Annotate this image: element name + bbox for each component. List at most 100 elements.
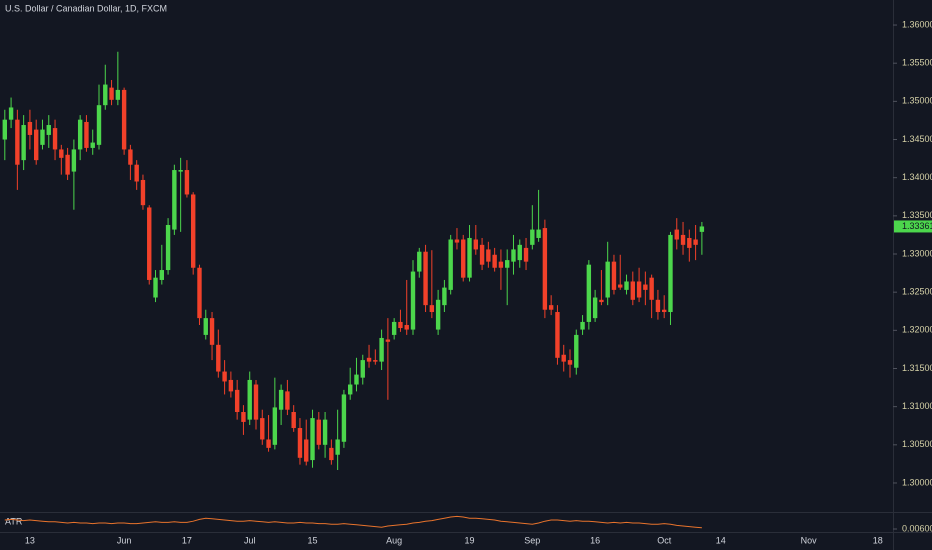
candle-body bbox=[611, 261, 617, 290]
candle-body bbox=[599, 299, 604, 303]
candle-body bbox=[636, 281, 642, 298]
candle-body bbox=[52, 128, 58, 150]
candle-body bbox=[542, 228, 548, 310]
chart-title: U.S. Dollar / Canadian Dollar, 1D, FXCM bbox=[5, 3, 167, 13]
candle-body bbox=[2, 119, 7, 140]
candle-body bbox=[624, 281, 629, 290]
x-tick-label: 16 bbox=[590, 535, 600, 545]
candle-body bbox=[693, 239, 698, 245]
candle-body bbox=[341, 394, 347, 442]
candle-body bbox=[511, 249, 516, 262]
candle-body bbox=[354, 374, 359, 385]
candle-body bbox=[398, 321, 403, 329]
y-tick-label: 1.34000 bbox=[902, 172, 932, 182]
x-tick-label: Jul bbox=[244, 535, 256, 545]
candle-body bbox=[84, 121, 89, 148]
candle-body bbox=[46, 125, 51, 135]
candle-body bbox=[523, 247, 529, 262]
candle-body bbox=[184, 170, 190, 195]
candle-body bbox=[121, 89, 127, 150]
candle-body bbox=[586, 264, 592, 322]
candle-body bbox=[8, 107, 14, 120]
candle-body bbox=[479, 244, 485, 265]
candle-body bbox=[222, 371, 227, 382]
candle-body bbox=[473, 239, 478, 250]
candle-body bbox=[486, 249, 491, 262]
candle-body bbox=[191, 194, 196, 268]
candle-body bbox=[680, 234, 686, 245]
candle-body bbox=[304, 439, 309, 462]
candle-body bbox=[71, 149, 77, 172]
candle-body bbox=[404, 324, 409, 330]
candle-body bbox=[165, 225, 171, 271]
candle-body bbox=[297, 428, 303, 458]
candle-body bbox=[561, 354, 566, 362]
x-tick-label: Sep bbox=[524, 535, 540, 545]
y-tick-label: 1.30500 bbox=[902, 439, 932, 449]
last-price-box bbox=[894, 220, 932, 233]
candle-body bbox=[454, 239, 460, 243]
y-tick-label: 1.31500 bbox=[902, 363, 932, 373]
candle-body bbox=[435, 299, 441, 330]
x-tick-label: Aug bbox=[386, 535, 402, 545]
candle-body bbox=[103, 84, 108, 106]
candle-body bbox=[643, 284, 648, 290]
y-tick-label: 1.35000 bbox=[902, 96, 932, 106]
candle-body bbox=[492, 254, 497, 268]
candle-body bbox=[34, 129, 39, 161]
x-tick-label: Oct bbox=[657, 535, 672, 545]
candle-body bbox=[555, 312, 560, 358]
candle-body bbox=[567, 360, 573, 365]
candle-body bbox=[322, 419, 328, 445]
candle-body bbox=[592, 297, 598, 319]
candle-body bbox=[423, 251, 428, 306]
candle-body bbox=[253, 384, 259, 420]
candle-body bbox=[699, 226, 705, 232]
candle-body bbox=[147, 207, 152, 280]
y-tick-label: 1.33500 bbox=[902, 210, 932, 220]
candle-body bbox=[153, 277, 158, 298]
candle-body bbox=[366, 357, 372, 362]
candle-body bbox=[580, 321, 585, 330]
candle-body bbox=[517, 244, 522, 261]
candle-body bbox=[668, 234, 673, 313]
candle-body bbox=[228, 379, 234, 392]
indicator-line bbox=[4, 515, 702, 529]
y-tick-label: 1.35500 bbox=[902, 58, 932, 68]
candle-body bbox=[65, 154, 70, 175]
candle-body bbox=[505, 260, 510, 268]
candle-body bbox=[655, 299, 661, 313]
candle-body bbox=[77, 119, 83, 150]
candle-body bbox=[178, 170, 183, 172]
candle-body bbox=[285, 391, 290, 410]
candle-body bbox=[329, 447, 334, 461]
candle-body bbox=[291, 411, 296, 429]
x-tick-label: Nov bbox=[801, 535, 818, 545]
candle-body bbox=[203, 318, 208, 335]
candle-body bbox=[335, 439, 340, 455]
candle-body bbox=[674, 229, 679, 240]
x-tick-label: 19 bbox=[465, 535, 475, 545]
candle-body bbox=[96, 105, 102, 145]
x-tick-label: 14 bbox=[716, 535, 726, 545]
y-tick-label: 1.31000 bbox=[902, 401, 932, 411]
candle-body bbox=[59, 149, 64, 158]
candle-body bbox=[241, 411, 246, 422]
candle-body bbox=[630, 281, 635, 300]
candle-body bbox=[134, 164, 139, 182]
candle-body bbox=[391, 321, 397, 335]
y-tick-label: 1.30000 bbox=[902, 477, 932, 487]
candle-body bbox=[536, 229, 541, 238]
candle-body bbox=[348, 384, 353, 395]
candle-body bbox=[410, 271, 416, 330]
candle-body bbox=[27, 121, 33, 135]
candle-body bbox=[310, 418, 315, 461]
y-tick-label: 1.32000 bbox=[902, 325, 932, 335]
candle-body bbox=[461, 239, 466, 278]
candle-body bbox=[379, 337, 384, 362]
candle-body bbox=[109, 87, 114, 100]
candle-body bbox=[209, 318, 215, 345]
